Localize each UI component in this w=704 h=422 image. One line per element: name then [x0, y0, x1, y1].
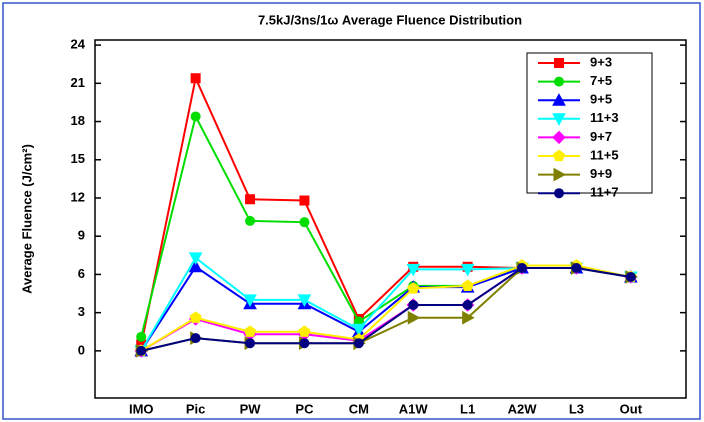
marker	[190, 73, 201, 84]
y-tick-label: 9	[78, 228, 85, 243]
x-tick-label: Out	[620, 401, 643, 416]
marker	[245, 194, 256, 205]
x-tick-label: IMO	[129, 401, 154, 416]
legend	[526, 52, 653, 194]
marker	[188, 252, 203, 265]
marker	[406, 263, 421, 277]
legend-marker	[554, 188, 564, 199]
legend-label: 9+7	[590, 129, 612, 144]
legend-label: 11+3	[590, 110, 619, 125]
marker	[299, 195, 310, 206]
legend-label: 9+5	[590, 92, 612, 107]
x-tick-label: CM	[349, 401, 369, 416]
legend-marker	[554, 76, 564, 87]
marker	[245, 338, 256, 349]
marker	[462, 310, 475, 325]
marker	[136, 345, 147, 356]
x-tick-label: PW	[240, 401, 262, 416]
legend-label: 11+7	[590, 185, 619, 200]
x-tick-label: PC	[295, 401, 314, 416]
y-tick-label: 6	[78, 266, 85, 281]
y-tick-label: 0	[78, 342, 85, 357]
y-tick-label: 21	[71, 75, 85, 90]
legend-marker	[552, 93, 566, 106]
marker	[625, 271, 636, 282]
marker	[462, 299, 473, 310]
marker	[243, 294, 257, 307]
legend-label: 7+5	[590, 73, 612, 88]
marker	[190, 333, 201, 344]
marker	[188, 259, 203, 273]
marker	[190, 111, 201, 122]
marker	[407, 310, 421, 325]
marker	[408, 299, 419, 310]
marker	[571, 263, 582, 274]
series-line	[141, 267, 632, 352]
marker	[353, 338, 364, 349]
y-tick-label: 3	[78, 304, 85, 319]
legend-marker	[552, 149, 566, 162]
y-tick-label: 15	[71, 151, 85, 166]
y-tick-label: 24	[71, 37, 86, 52]
x-tick-label: A2W	[508, 401, 538, 416]
series-line	[140, 264, 632, 352]
legend-label: 9+3	[590, 54, 612, 69]
legend-marker	[552, 113, 566, 126]
y-tick-label: 18	[71, 113, 85, 128]
plot-area	[94, 39, 687, 399]
marker	[351, 323, 366, 337]
marker	[460, 263, 475, 277]
marker	[298, 325, 311, 337]
chart-title: 7.5kJ/3ns/1ω Average Fluence Distributio…	[258, 12, 522, 27]
legend-label: 11+5	[590, 147, 619, 162]
marker	[245, 215, 256, 226]
marker	[297, 294, 312, 307]
marker	[136, 331, 147, 342]
legend-label: 9+9	[590, 166, 612, 181]
legend-marker	[554, 58, 564, 68]
x-tick-label: A1W	[399, 401, 429, 416]
legend-marker	[553, 167, 567, 182]
x-tick-label: Pic	[186, 401, 206, 416]
marker	[243, 325, 257, 337]
x-tick-label: L1	[460, 401, 475, 416]
legend-marker	[552, 130, 566, 145]
marker	[461, 279, 474, 292]
marker	[299, 217, 310, 228]
y-tick-label: 12	[71, 189, 85, 204]
marker	[517, 263, 528, 274]
y-axis-label: Average Fluence (J/cm²)	[19, 144, 34, 294]
marker	[407, 282, 420, 294]
x-tick-label: L3	[569, 401, 584, 416]
marker	[189, 311, 202, 323]
marker	[299, 338, 310, 349]
